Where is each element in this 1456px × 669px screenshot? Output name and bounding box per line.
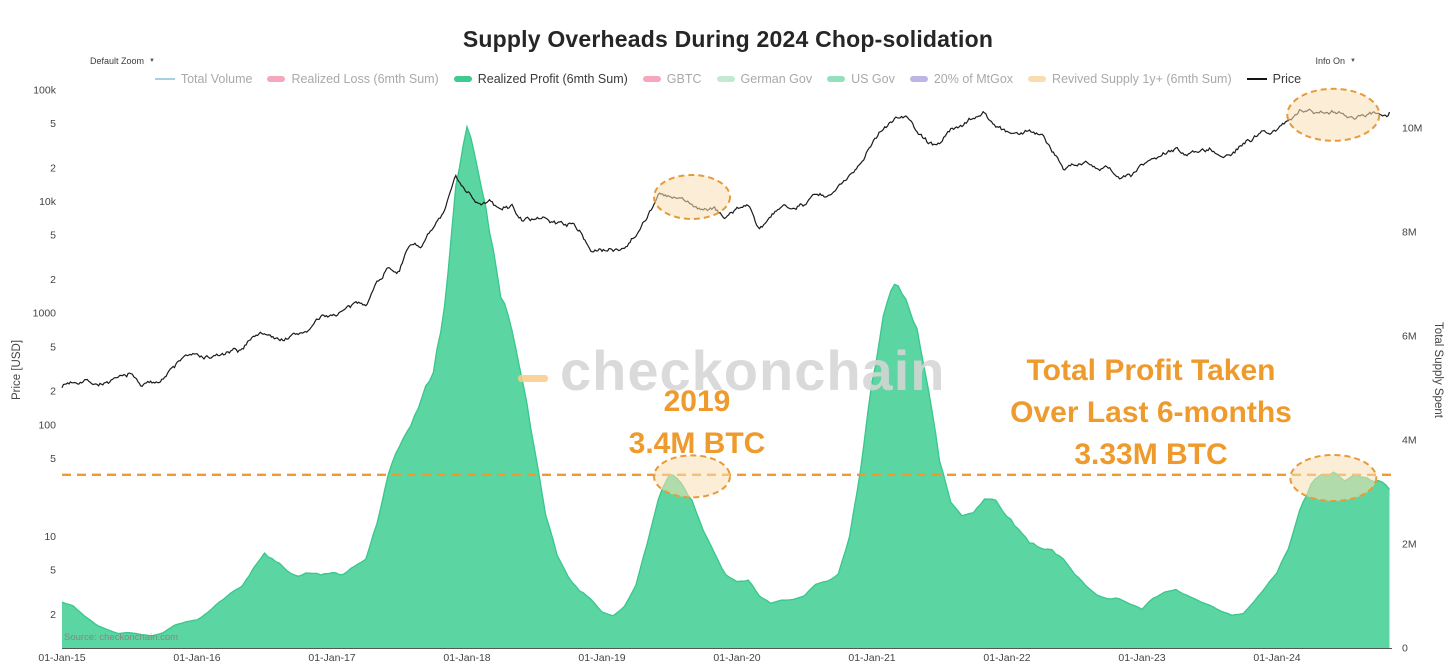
highlight-ellipse [653,454,731,499]
tick-label: 10M [1402,123,1422,135]
chevron-down-icon: ▼ [149,58,155,64]
highlight-ellipse [1286,87,1381,142]
realized-profit-6mth-sum-marker-icon [453,76,472,82]
realized-loss-6mth-sum-marker-icon [267,76,286,82]
left-axis-title: Price [USD] [11,339,23,401]
tick-label: 6M [1402,331,1417,343]
realized-profit-edge-line [61,124,1391,637]
legend-item-german-gov[interactable]: German Gov [716,72,813,86]
legend-label: Realized Loss (6mth Sum) [291,72,439,86]
tick-label: 01-Jan-19 [578,652,625,664]
tick-label: 2 [50,274,56,286]
gbtc-marker-icon [642,76,661,82]
x-axis-ticks: 01-Jan-15 01-Jan-16 01-Jan-17 01-Jan-18 01-J… [38,652,1300,664]
right-axis-title: Total Supply Spent [1432,322,1444,418]
german-gov-marker-icon [716,76,735,82]
legend-label: Realized Profit (6mth Sum) [477,72,628,86]
legend-item-realized-profit-6mth-sum[interactable]: Realized Profit (6mth Sum) [453,72,628,86]
annotation-total-line2: Over Last 6-months [1010,396,1292,429]
tick-label: 01-Jan-23 [1118,652,1165,664]
tick-label: 01-Jan-18 [443,652,490,664]
chevron-down-icon: ▼ [1350,58,1356,64]
default-zoom-dropdown[interactable]: Default Zoom ▼ [90,56,155,66]
tick-label: 01-Jan-17 [308,652,355,664]
legend-label: US Gov [851,72,895,86]
annotation-2019-line2: 3.4M BTC [628,427,766,460]
tick-label: 5 [50,118,56,130]
tick-label: 01-Jan-15 [38,652,85,664]
watermark-text: checkonchain [560,339,946,402]
tick-label: 2 [50,609,56,621]
legend-item-total-volume[interactable]: Total Volume [154,72,253,86]
us-gov-marker-icon [827,76,846,82]
info-on-label: Info On [1315,56,1346,66]
legend-item-price[interactable]: Price [1246,72,1302,86]
watermark: checkonchain [518,338,945,403]
tick-label: 01-Jan-20 [713,652,760,664]
annotation-total-line3: 3.33M BTC [1074,438,1228,471]
legend-label: Total Volume [180,72,253,86]
source-credit: Source: checkonchain.com [64,632,179,643]
tick-label: 01-Jan-24 [1253,652,1300,664]
legend-label: German Gov [740,72,813,86]
tick-label: 5 [50,453,56,465]
legend-item-20-of-mtgox[interactable]: 20% of MtGox [909,72,1014,86]
annotation-2019-line1: 2019 [663,385,731,418]
tick-label: 2M [1402,539,1417,551]
tick-label: 01-Jan-21 [848,652,895,664]
left-axis-ticks: 100k 5 2 10k 5 2 1000 5 2 100 5 10 5 2 [33,85,57,621]
tick-label: 10k [39,196,57,208]
annotation-total-line1: Total Profit Taken [1026,354,1276,387]
legend-label: GBTC [666,72,702,86]
tick-label: 4M [1402,435,1417,447]
tick-label: 01-Jan-16 [173,652,220,664]
tick-label: 10 [44,531,56,543]
default-zoom-label: Default Zoom [90,56,145,66]
annotation-2019-peak: 2019 3.4M BTC [597,381,797,465]
page-title: Supply Overheads During 2024 Chop-solida… [462,26,994,52]
watermark-dash-icon [518,375,548,382]
tick-label: 8M [1402,227,1417,239]
annotation-total-profit: Total Profit Taken Over Last 6-months 3.… [970,350,1332,476]
tick-label: 5 [50,564,56,576]
price-line [61,108,1391,389]
revived-supply-1y-6mth-sum-marker-icon [1028,76,1047,82]
tick-label: 01-Jan-22 [983,652,1030,664]
highlight-ellipses [653,87,1381,502]
legend-item-revived-supply-1y-6mth-sum[interactable]: Revived Supply 1y+ (6mth Sum) [1028,72,1232,86]
info-on-dropdown[interactable]: Info On ▼ [1316,56,1356,66]
tick-label: 2 [50,386,56,398]
highlight-ellipse [1289,454,1378,502]
legend-item-realized-loss-6mth-sum[interactable]: Realized Loss (6mth Sum) [267,72,439,86]
legend: Total Volume Realized Loss (6mth Sum) Real… [0,72,1456,86]
legend-label: Price [1272,72,1302,86]
tick-label: 5 [50,230,56,242]
tick-label: 100k [33,85,57,97]
20-of-mtgox-marker-icon [909,76,928,82]
tick-label: 1000 [33,308,57,320]
legend-label: 20% of MtGox [933,72,1014,86]
tick-label: 0 [1402,643,1408,655]
highlight-ellipse [653,174,731,220]
legend-label: Revived Supply 1y+ (6mth Sum) [1052,72,1232,86]
legend-item-us-gov[interactable]: US Gov [827,72,895,86]
price-marker-icon [1246,78,1267,80]
tick-label: 100 [38,419,56,431]
tick-label: 2 [50,163,56,175]
legend-item-gbtc[interactable]: GBTC [642,72,702,86]
total-volume-marker-icon [154,78,175,80]
right-axis-ticks: 10M 8M 6M 4M 2M 0 [1402,123,1422,655]
realized-profit-area [62,126,1390,649]
tick-label: 5 [50,341,56,353]
